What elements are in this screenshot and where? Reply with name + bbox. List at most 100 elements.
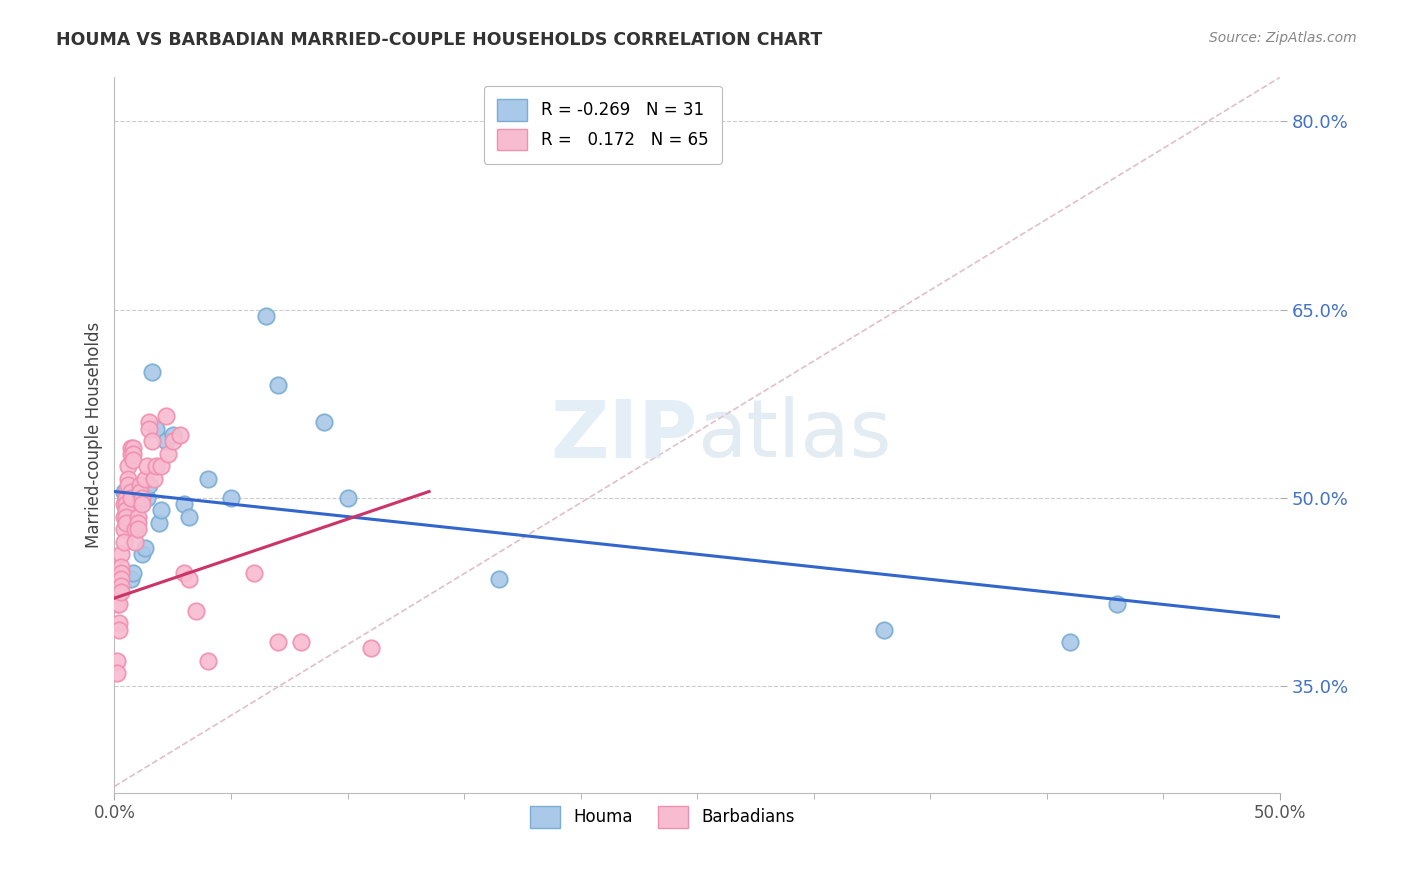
Point	[197, 654, 219, 668]
Point	[105, 572, 128, 586]
Point	[105, 654, 128, 668]
Point	[290, 635, 312, 649]
Point	[173, 566, 195, 580]
Point	[129, 484, 152, 499]
Point	[115, 516, 138, 530]
Point	[124, 516, 146, 530]
Point	[129, 484, 152, 499]
Point	[266, 635, 288, 649]
Point	[115, 497, 138, 511]
Point	[314, 416, 336, 430]
Point	[108, 616, 131, 631]
Legend: Houma, Barbadians: Houma, Barbadians	[523, 799, 801, 834]
Point	[120, 441, 142, 455]
Y-axis label: Married-couple Households: Married-couple Households	[86, 322, 103, 549]
Point	[127, 497, 149, 511]
Point	[1059, 635, 1081, 649]
Point	[110, 547, 132, 561]
Point	[1105, 598, 1128, 612]
Point	[177, 572, 200, 586]
Point	[150, 459, 173, 474]
Point	[254, 309, 277, 323]
Point	[141, 434, 163, 449]
Point	[120, 572, 142, 586]
Point	[162, 434, 184, 449]
Point	[112, 534, 135, 549]
Point	[110, 572, 132, 586]
Point	[120, 491, 142, 505]
Point	[360, 641, 382, 656]
Point	[115, 491, 138, 505]
Point	[110, 566, 132, 580]
Text: atlas: atlas	[697, 396, 891, 474]
Text: Source: ZipAtlas.com: Source: ZipAtlas.com	[1209, 31, 1357, 45]
Text: ZIP: ZIP	[550, 396, 697, 474]
Point	[115, 509, 138, 524]
Point	[112, 497, 135, 511]
Point	[127, 522, 149, 536]
Point	[131, 497, 153, 511]
Point	[108, 572, 131, 586]
Point	[115, 509, 138, 524]
Point	[129, 478, 152, 492]
Point	[872, 623, 894, 637]
Point	[138, 422, 160, 436]
Point	[148, 516, 170, 530]
Point	[124, 534, 146, 549]
Point	[105, 585, 128, 599]
Point	[122, 447, 145, 461]
Point	[120, 484, 142, 499]
Text: HOUMA VS BARBADIAN MARRIED-COUPLE HOUSEHOLDS CORRELATION CHART: HOUMA VS BARBADIAN MARRIED-COUPLE HOUSEH…	[56, 31, 823, 49]
Point	[131, 547, 153, 561]
Point	[138, 416, 160, 430]
Point	[112, 484, 135, 499]
Point	[127, 509, 149, 524]
Point	[131, 491, 153, 505]
Point	[155, 434, 177, 449]
Point	[112, 522, 135, 536]
Point	[155, 409, 177, 424]
Point	[110, 585, 132, 599]
Point	[138, 478, 160, 492]
Point	[266, 377, 288, 392]
Point	[177, 509, 200, 524]
Point	[120, 447, 142, 461]
Point	[117, 478, 139, 492]
Point	[136, 459, 159, 474]
Point	[157, 447, 180, 461]
Point	[122, 566, 145, 580]
Point	[184, 604, 207, 618]
Point	[134, 541, 156, 555]
Point	[105, 666, 128, 681]
Point	[197, 472, 219, 486]
Point	[110, 579, 132, 593]
Point	[117, 484, 139, 499]
Point	[243, 566, 266, 580]
Point	[150, 503, 173, 517]
Point	[136, 491, 159, 505]
Point	[127, 516, 149, 530]
Point	[122, 453, 145, 467]
Point	[122, 441, 145, 455]
Point	[108, 585, 131, 599]
Point	[141, 365, 163, 379]
Point	[115, 484, 138, 499]
Point	[117, 472, 139, 486]
Point	[108, 623, 131, 637]
Point	[162, 428, 184, 442]
Point	[219, 491, 242, 505]
Point	[112, 509, 135, 524]
Point	[143, 472, 166, 486]
Point	[110, 559, 132, 574]
Point	[134, 472, 156, 486]
Point	[108, 598, 131, 612]
Point	[336, 491, 359, 505]
Point	[145, 422, 167, 436]
Point	[115, 503, 138, 517]
Point	[145, 459, 167, 474]
Point	[169, 428, 191, 442]
Point	[488, 572, 510, 586]
Point	[124, 522, 146, 536]
Point	[105, 572, 128, 586]
Point	[117, 459, 139, 474]
